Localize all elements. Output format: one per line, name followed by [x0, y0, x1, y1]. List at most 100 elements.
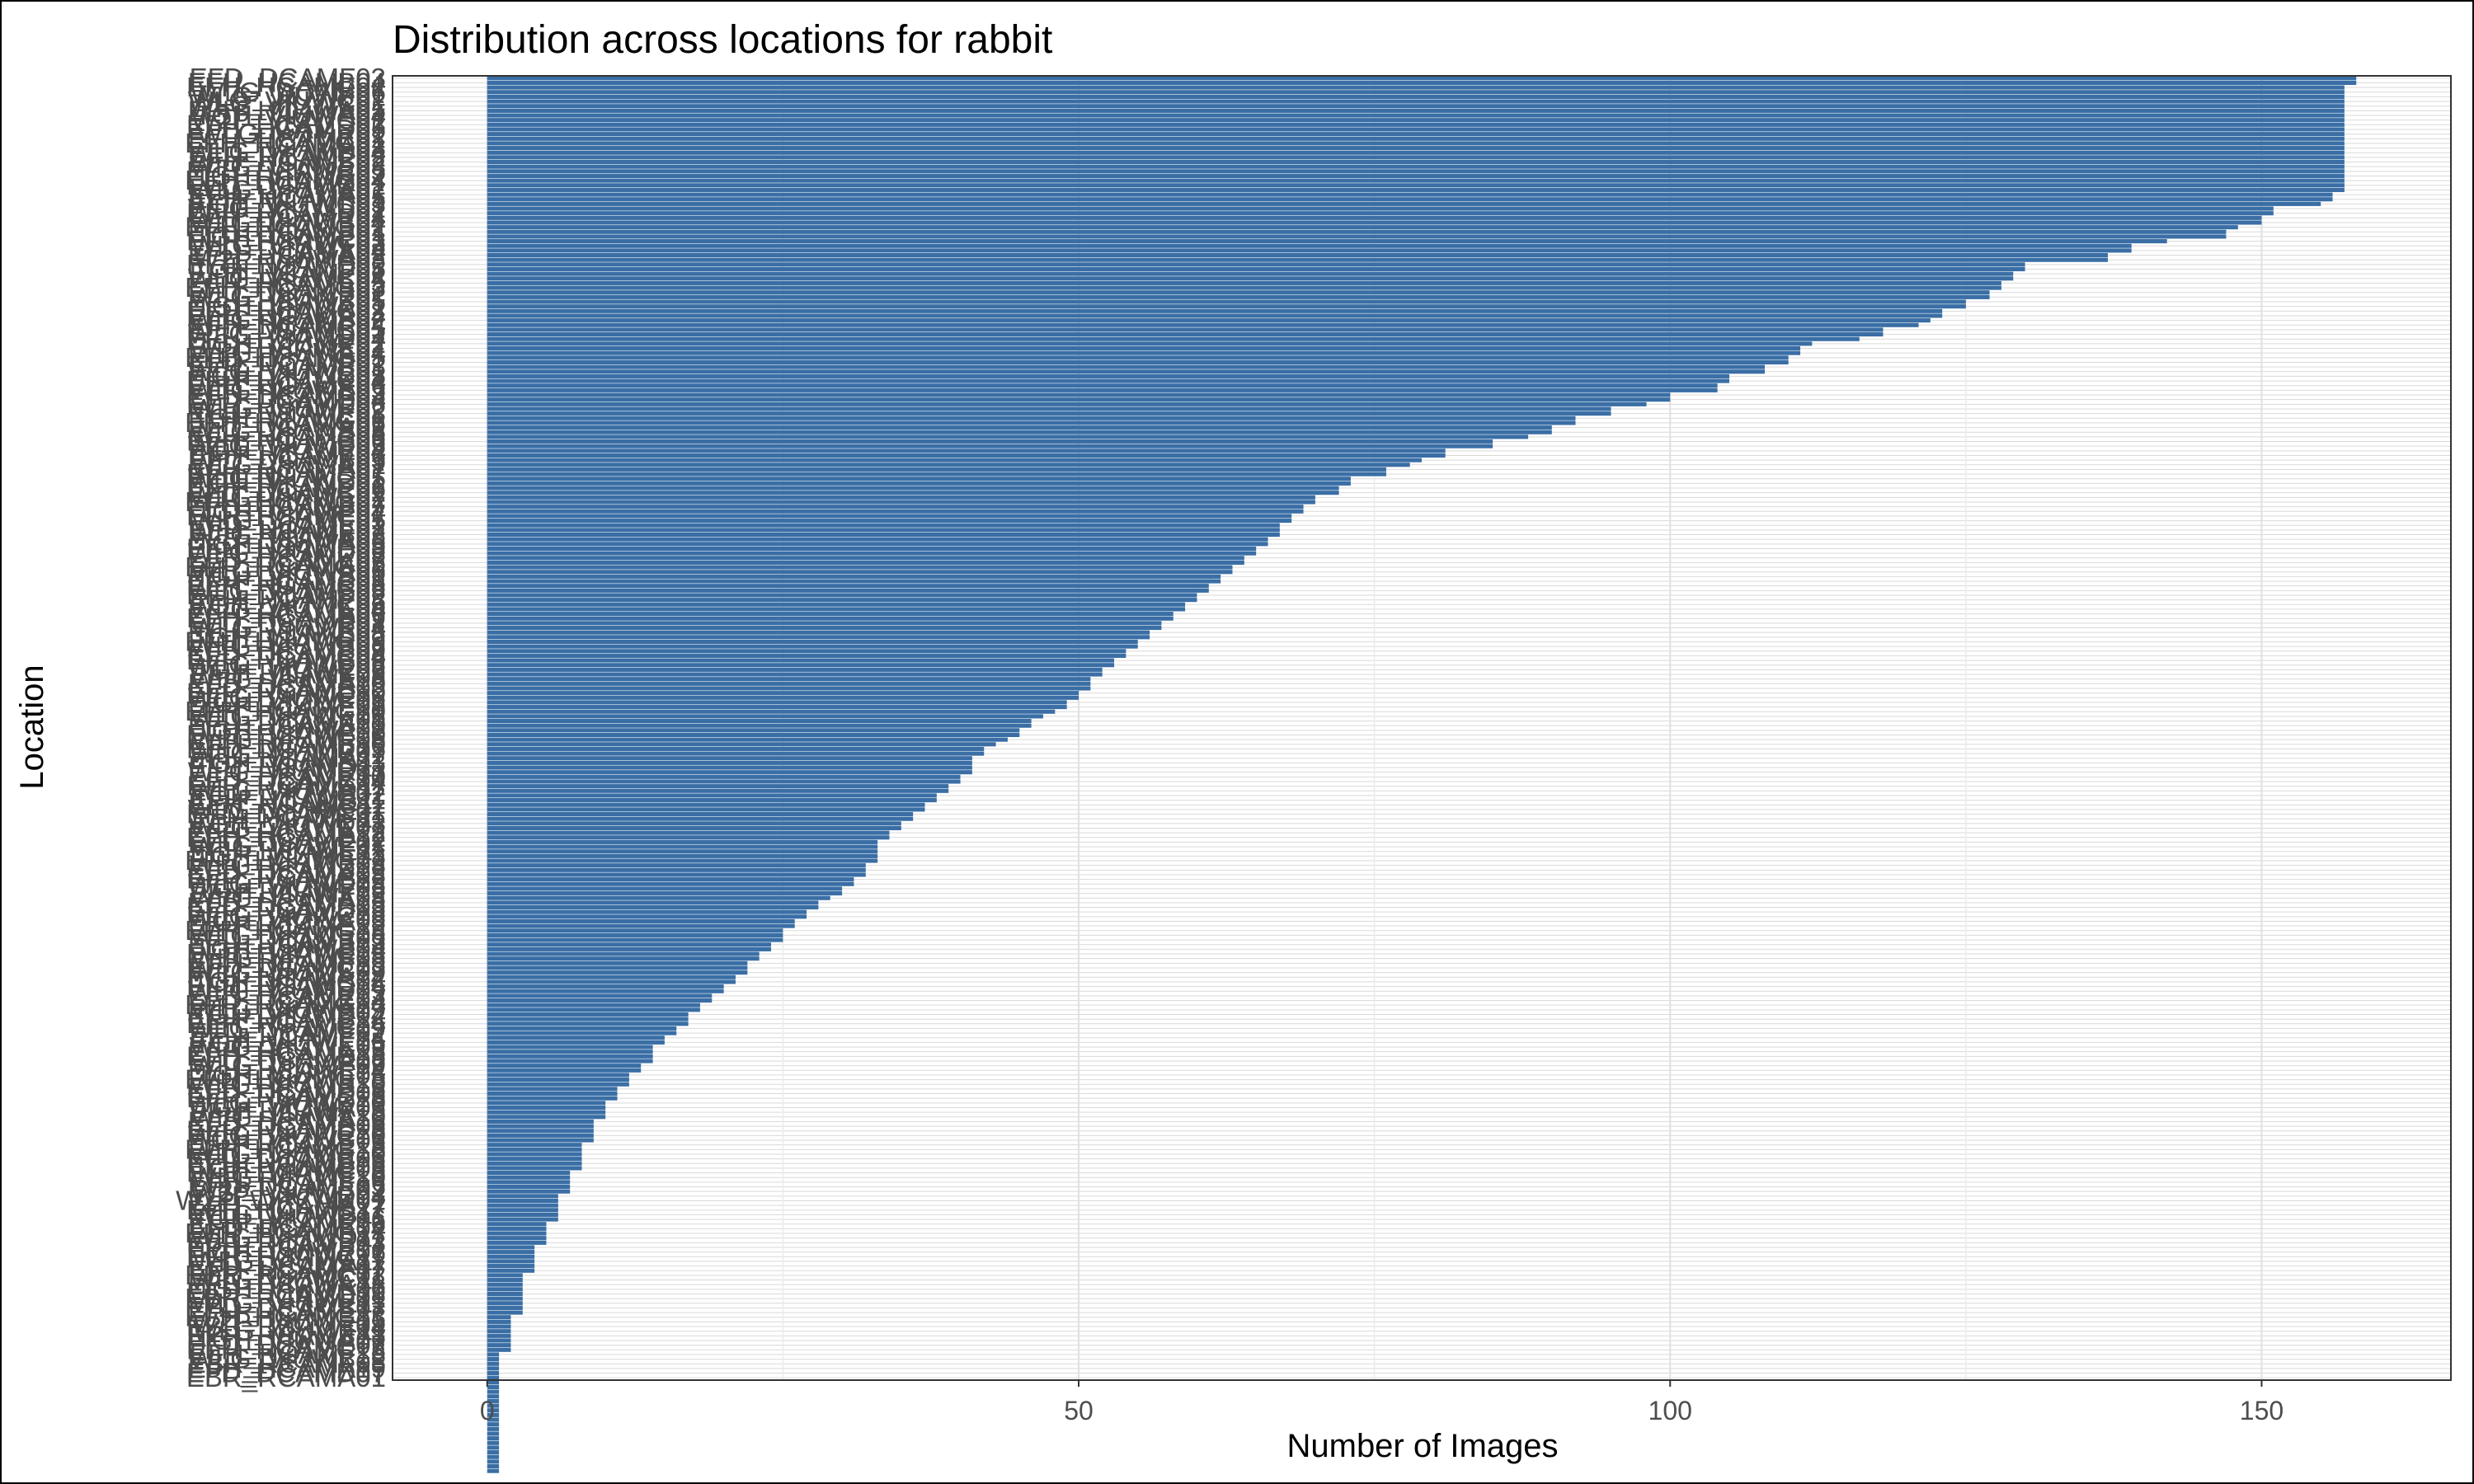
bar	[487, 1366, 500, 1371]
y-tick-label: EFH_HCAMC06	[186, 426, 386, 457]
y-tick-label: TGH_VIUWC05	[192, 589, 386, 619]
y-tick-label: EFH_HCAMD14	[186, 971, 386, 1002]
bar	[487, 266, 2025, 272]
bar	[487, 467, 1386, 472]
y-tick-label: EFH_HCAMD07	[186, 458, 386, 489]
bar	[487, 359, 1789, 365]
y-tick-label: EFH_HCAME02	[188, 123, 386, 153]
y-tick-label: EFH_HCAMG12	[185, 845, 386, 876]
y-tick-label: EFH_HCAMD15	[186, 1040, 386, 1071]
bar	[487, 951, 760, 956]
bar	[487, 649, 1126, 654]
bar	[487, 159, 2345, 165]
bar	[487, 280, 2001, 285]
y-tick-label: EFH_HCAMB05	[188, 286, 386, 317]
bar	[487, 1068, 642, 1073]
y-tick-label: WLG_VIUWA09	[190, 994, 386, 1025]
bar	[487, 495, 1315, 500]
y-tick-label: EFD_DCAMB06	[188, 1111, 386, 1141]
y-tick-label: WLG_VIUWD02	[188, 193, 386, 223]
y-tick-label: WLG_VIUWF06	[190, 724, 386, 754]
x-tick-label: 50	[1064, 1396, 1094, 1425]
y-tick-label: EFH_HCAMA18	[188, 1269, 386, 1299]
y-tick-label: EBR_RCAMC02	[185, 1260, 386, 1290]
y-tick-label: EFH_HCAMF12	[190, 878, 386, 909]
y-tick-label: EFH_HCAMD10	[186, 678, 386, 708]
y-tick-label: EFH_HCAMD12	[186, 822, 386, 852]
bar	[487, 900, 819, 905]
y-tick-label: EFH_HCAME17	[188, 1297, 386, 1327]
y-tick-label: W2P_VIUWC01	[190, 105, 386, 135]
bar	[487, 658, 1115, 663]
bar	[487, 886, 843, 891]
bar	[487, 248, 2132, 253]
bar	[487, 542, 1268, 547]
y-tick-label: WLG_VIUWE02	[190, 481, 386, 512]
y-tick-label: EFD_DCAME03	[188, 673, 386, 703]
y-tick-label: WLG_VIUWF10	[190, 1162, 386, 1192]
y-tick-label: EFD_DCAMD05	[186, 733, 386, 763]
y-tick-label: TGH_VIUWE03	[194, 840, 386, 871]
bar	[487, 477, 1351, 481]
y-tick-label: EFH_HCAMB01	[188, 216, 386, 247]
y-tick-label: WLG_VIUWA02	[190, 174, 386, 204]
y-tick-label: TGH_VIUWF02	[195, 328, 386, 359]
bar	[487, 1198, 558, 1204]
y-tick-label: EFD_DCAMA02	[188, 412, 386, 443]
y-tick-label: EFD_DCAME05	[188, 1172, 386, 1202]
y-tick-label: EFH_HCAMD02	[186, 249, 386, 279]
y-tick-label: EFH_HCAMG17	[185, 1218, 386, 1248]
bar	[487, 206, 2274, 211]
bar	[487, 612, 1174, 617]
bar	[487, 164, 2345, 169]
bar	[487, 108, 2345, 113]
y-tick-label: EFH_HCAMF11	[191, 803, 386, 834]
bar	[487, 1264, 535, 1269]
bar	[487, 532, 1280, 538]
bar	[487, 1091, 618, 1097]
y-tick-label: TGH_VIUWB02	[194, 160, 386, 190]
bar	[487, 1282, 523, 1287]
bar	[487, 1245, 535, 1250]
bar	[487, 276, 2014, 281]
bar	[487, 1422, 500, 1427]
y-tick-label: EFD_DCAMC02	[186, 477, 386, 508]
y-tick-label: WLG_VIUWC10	[188, 1120, 386, 1150]
bar	[487, 551, 1257, 556]
bar	[487, 383, 1718, 388]
y-tick-label: EFH_HCAMF18	[190, 1339, 386, 1369]
y-tick-label: EFH_HCAMB17	[188, 1232, 386, 1262]
bar	[487, 1101, 606, 1106]
bar	[487, 584, 1209, 589]
bar	[487, 1431, 500, 1436]
x-axis-title: Number of Images	[1286, 1428, 1558, 1464]
bar	[487, 1361, 500, 1366]
bar	[487, 1157, 582, 1162]
y-tick-label: EFD_DCAMB05	[188, 444, 386, 475]
bar	[487, 932, 783, 937]
bar	[487, 1021, 689, 1026]
bar	[487, 1012, 689, 1017]
y-tick-label: W2P_VIUWD04	[190, 1181, 386, 1211]
bar	[487, 1231, 547, 1236]
x-ticks: 0 50 100 150	[480, 1380, 2284, 1425]
y-tick-label: WLG_VIUWA04	[190, 337, 386, 368]
y-tick-label: EFH_HCAMA02	[188, 240, 386, 270]
bar	[487, 262, 2025, 267]
bar	[487, 695, 1079, 700]
bar	[487, 970, 748, 975]
y-tick-label: WLG_VIUWE05	[190, 374, 386, 405]
bar	[487, 80, 2357, 86]
bar	[487, 546, 1257, 552]
bar	[487, 863, 866, 868]
y-tick-label: EFH_HCAME16	[188, 1209, 386, 1239]
bar	[487, 271, 2014, 276]
bar	[487, 686, 1091, 691]
bar	[487, 122, 2345, 127]
bar	[487, 607, 1186, 612]
bar	[487, 509, 1304, 514]
bar	[487, 332, 1884, 337]
bar	[487, 565, 1233, 570]
y-tick-label: EFH_HCAMG14	[185, 989, 386, 1020]
y-tick-label: WLG_VIUWA11	[192, 1246, 386, 1276]
